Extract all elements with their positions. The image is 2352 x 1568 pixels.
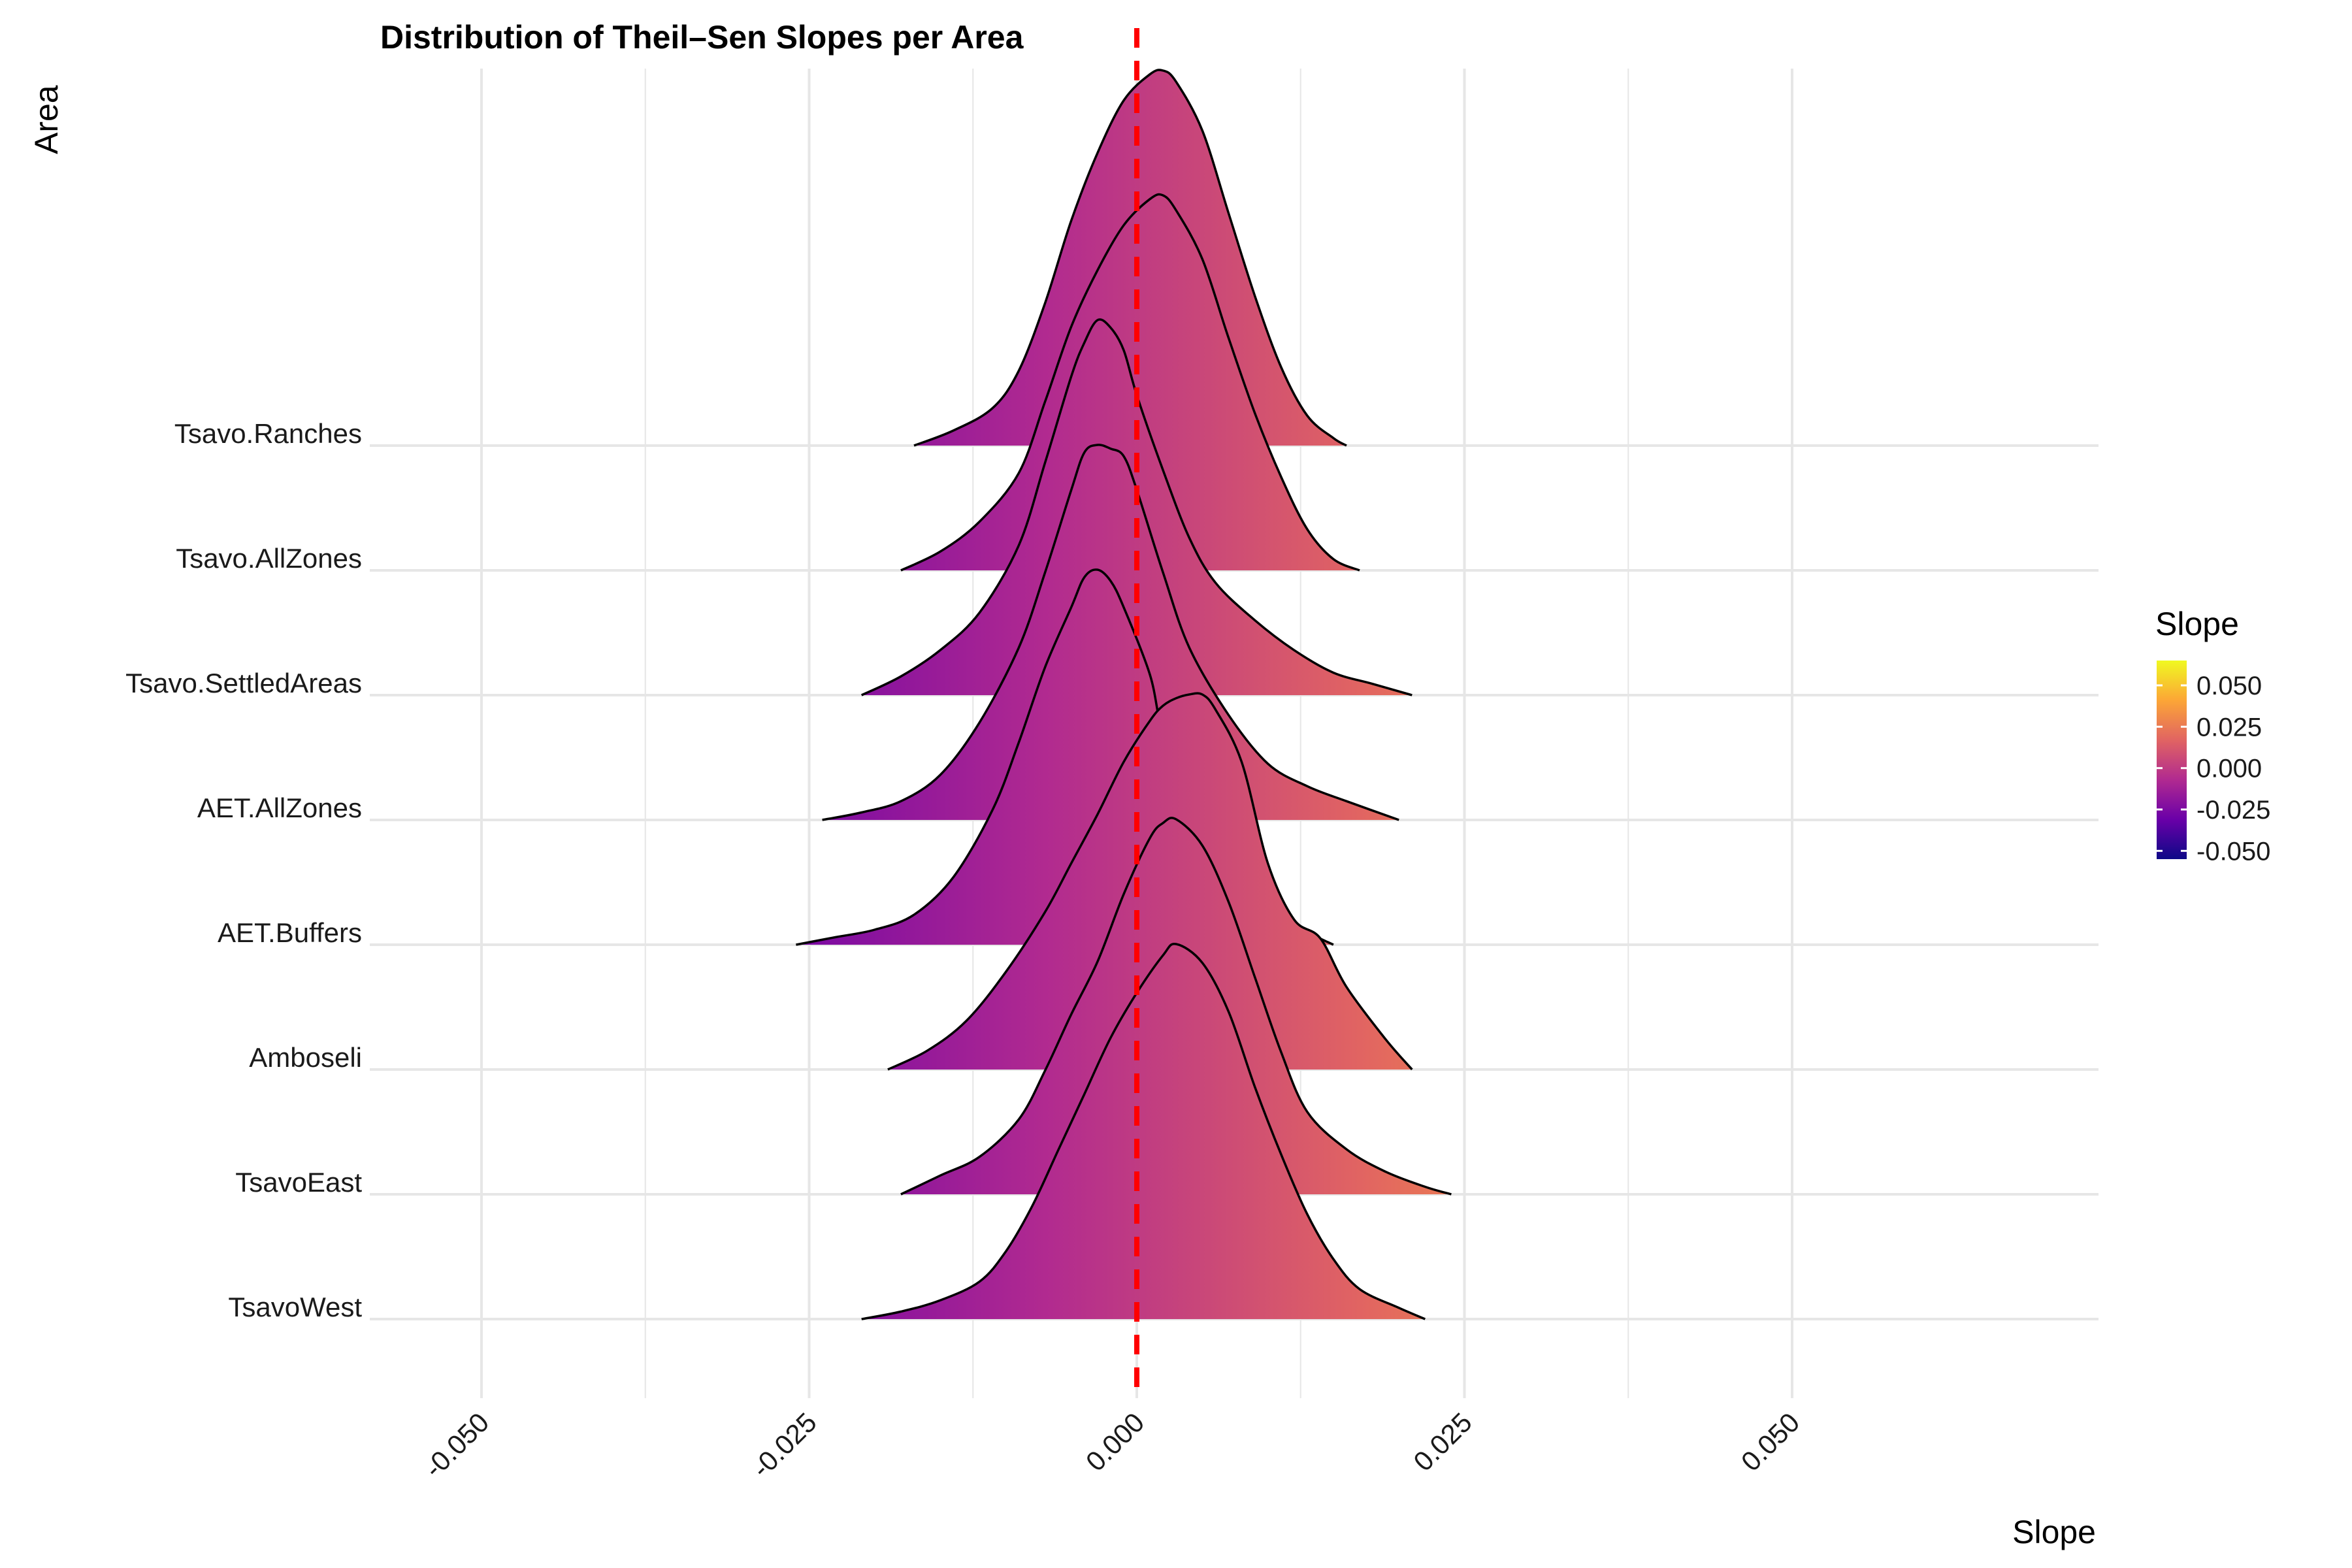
x-tick-label: 0.000	[1080, 1407, 1151, 1477]
density-ridges	[796, 69, 1452, 1320]
legend-tick-label: -0.025	[2197, 796, 2270, 825]
y-label-amboseli: Amboseli	[249, 1042, 362, 1073]
y-axis-labels: Tsavo.Ranches Tsavo.AllZones Tsavo.Settled…	[125, 418, 362, 1322]
ridge-tsavowest-outline	[861, 942, 1426, 1320]
legend-tick-label: 0.000	[2197, 755, 2262, 783]
x-tick-label: -0.025	[745, 1407, 822, 1483]
color-legend: Slope 0.050 0.025 0.000 -0.025 -0.050	[2155, 606, 2270, 866]
legend-ticks: 0.050 0.025 0.000 -0.025 -0.050	[2157, 672, 2270, 866]
y-label-tsavo-ranches: Tsavo.Ranches	[174, 418, 362, 449]
legend-tick-label: -0.050	[2197, 837, 2270, 866]
ridge-tsavo-settledareas-outline	[860, 318, 1413, 696]
ridge-aet-allzones-outline	[822, 444, 1399, 821]
legend-tick-label: 0.050	[2197, 672, 2262, 700]
y-label-tsavoeast: TsavoEast	[235, 1167, 362, 1198]
ridge-tsavo-ranches-outline	[913, 69, 1347, 447]
ridge-tsavowest-fill	[861, 943, 1426, 1319]
ridge-tsavo-allzones-outline	[900, 193, 1360, 572]
x-tick-label: 0.050	[1735, 1407, 1806, 1477]
x-tick-label: 0.025	[1407, 1407, 1478, 1477]
legend-tick-label: 0.025	[2197, 713, 2262, 742]
y-label-tsavo-allzones: Tsavo.AllZones	[176, 543, 362, 574]
ridge-tsavoeast-outline	[900, 817, 1452, 1196]
x-tick-label: -0.050	[418, 1407, 495, 1483]
y-label-tsavowest: TsavoWest	[228, 1292, 362, 1322]
y-label-tsavo-settledareas: Tsavo.SettledAreas	[125, 668, 362, 698]
legend-title: Slope	[2155, 606, 2239, 642]
ridge-amboseli-outline	[887, 692, 1413, 1071]
legend-colorbar	[2157, 661, 2187, 859]
y-label-aet-allzones: AET.AllZones	[197, 792, 362, 823]
x-axis-labels: -0.050 -0.025 0.000 0.025 0.050	[418, 1407, 1805, 1483]
x-axis-title: Slope	[2012, 1514, 2096, 1550]
chart-title: Distribution of Theil–Sen Slopes per Are…	[380, 19, 1024, 56]
y-axis-title: Area	[28, 85, 65, 154]
y-label-aet-buffers: AET.Buffers	[218, 917, 362, 948]
plot-panel	[370, 28, 2099, 1398]
